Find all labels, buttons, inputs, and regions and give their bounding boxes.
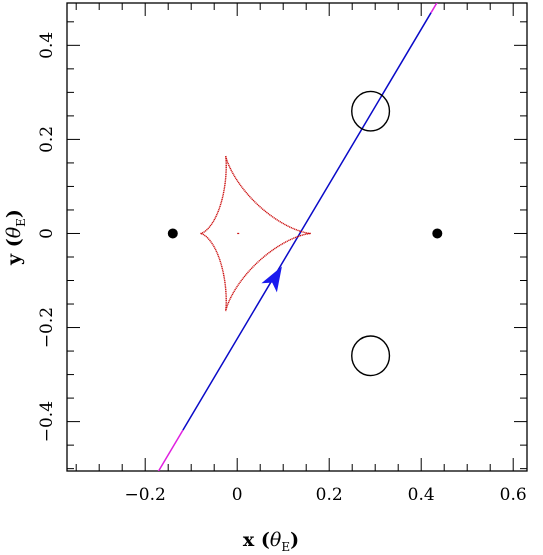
plot-frame <box>66 2 528 472</box>
lens-mass-point <box>167 228 178 239</box>
lens-mass-point <box>432 228 443 239</box>
x-axis-title: x (θE) <box>243 529 299 554</box>
plot-marks <box>157 3 443 471</box>
trajectory-arrow <box>261 266 282 293</box>
plot-axes: −0.2 0 0.2 0.4 0.6 −0.4 −0.2 0 0.2 0.4 <box>37 2 528 505</box>
y-tick-label: 0.2 <box>37 126 57 153</box>
y-tick-label: 0 <box>37 228 57 239</box>
caustic-curve <box>200 155 311 312</box>
x-tick-label: 0.4 <box>408 485 435 505</box>
x-tick-label: −0.2 <box>125 485 166 505</box>
trajectory-end-segment <box>430 3 438 14</box>
x-tick-label: 0.6 <box>500 485 527 505</box>
x-tick-label: 0.2 <box>316 485 343 505</box>
trajectory-start-segment <box>157 429 184 471</box>
source-trajectory-line <box>182 12 432 431</box>
image-ellipse <box>351 90 391 132</box>
y-tick-label: −0.2 <box>37 307 57 348</box>
y-axis-title: y (θE) <box>3 209 28 266</box>
y-tick-label: −0.4 <box>37 401 57 442</box>
x-tick-label: 0 <box>232 485 243 505</box>
image-ellipse <box>351 335 391 377</box>
y-tick-label: 0.4 <box>37 32 57 59</box>
